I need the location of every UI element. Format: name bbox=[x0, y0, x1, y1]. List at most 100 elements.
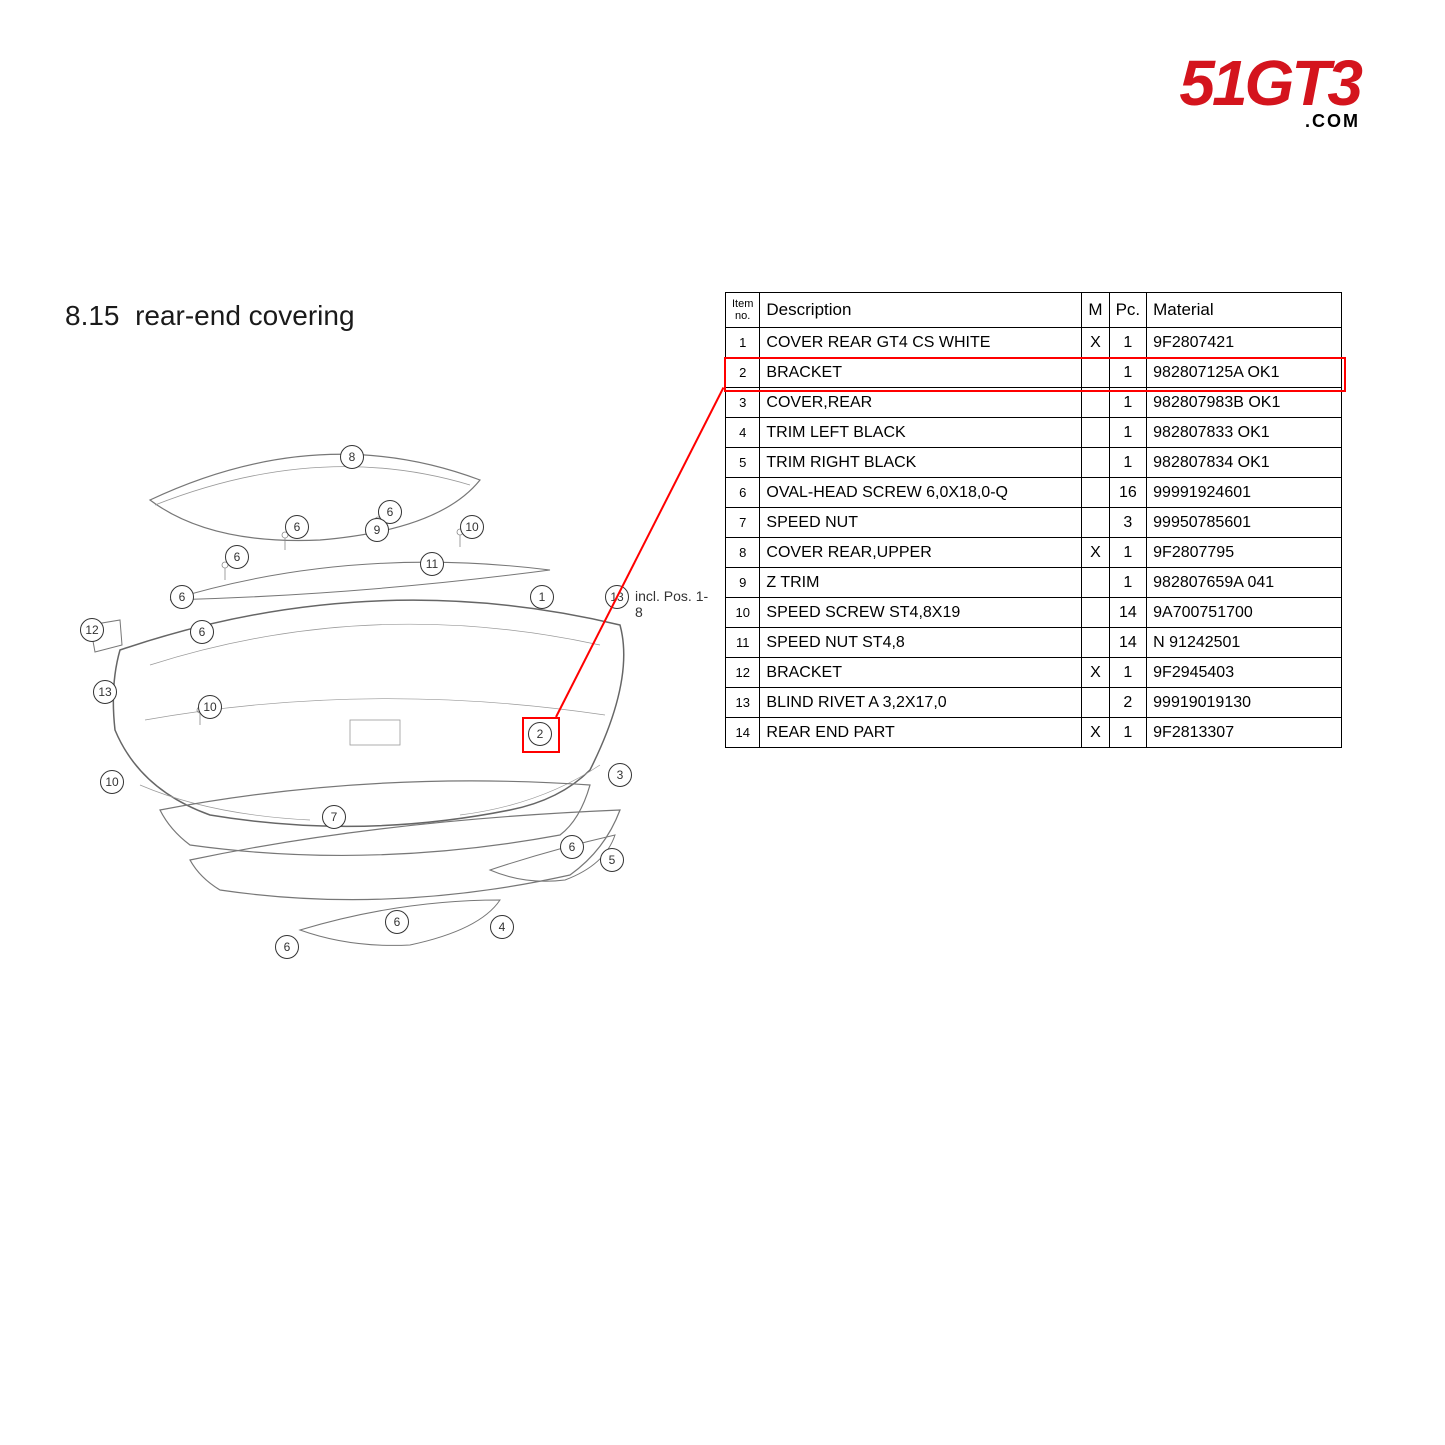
cell-pc: 2 bbox=[1109, 688, 1147, 718]
table-row: 9Z TRIM 1982807659A 041 bbox=[726, 568, 1342, 598]
cell-item: 7 bbox=[726, 508, 760, 538]
cell-item: 10 bbox=[726, 598, 760, 628]
callout-6: 6 bbox=[560, 835, 584, 859]
diagram-canvas: 123456666666678910101011121313 incl. Pos… bbox=[60, 370, 710, 990]
cell-m bbox=[1082, 388, 1109, 418]
table-row: 1COVER REAR GT4 CS WHITEX19F2807421 bbox=[726, 328, 1342, 358]
callout-6: 6 bbox=[170, 585, 194, 609]
cell-description: COVER,REAR bbox=[760, 388, 1082, 418]
cell-description: SPEED SCREW ST4,8X19 bbox=[760, 598, 1082, 628]
cell-description: REAR END PART bbox=[760, 718, 1082, 748]
cell-material: 99919019130 bbox=[1147, 688, 1342, 718]
cell-item: 2 bbox=[726, 358, 760, 388]
cell-m: X bbox=[1082, 658, 1109, 688]
cell-material: 9F2807421 bbox=[1147, 328, 1342, 358]
callout-1: 1 bbox=[530, 585, 554, 609]
callout-2: 2 bbox=[528, 722, 552, 746]
callout-13: 13 bbox=[93, 680, 117, 704]
cell-item: 3 bbox=[726, 388, 760, 418]
section-name: rear-end covering bbox=[135, 300, 354, 331]
cell-pc: 1 bbox=[1109, 658, 1147, 688]
table-row: 13BLIND RIVET A 3,2X17,0 299919019130 bbox=[726, 688, 1342, 718]
cell-item: 6 bbox=[726, 478, 760, 508]
callout-7: 7 bbox=[322, 805, 346, 829]
cell-material: 99950785601 bbox=[1147, 508, 1342, 538]
cell-m bbox=[1082, 418, 1109, 448]
cell-description: BRACKET bbox=[760, 658, 1082, 688]
cell-item: 5 bbox=[726, 448, 760, 478]
cell-m bbox=[1082, 568, 1109, 598]
cell-material: 982807659A 041 bbox=[1147, 568, 1342, 598]
callout-4: 4 bbox=[490, 915, 514, 939]
incl-pos-text: incl. Pos. 1-8 bbox=[635, 588, 710, 620]
diagram-svg bbox=[60, 370, 710, 990]
cell-pc: 1 bbox=[1109, 358, 1147, 388]
cell-material: 99991924601 bbox=[1147, 478, 1342, 508]
callout-10: 10 bbox=[460, 515, 484, 539]
cell-item: 13 bbox=[726, 688, 760, 718]
cell-description: TRIM RIGHT BLACK bbox=[760, 448, 1082, 478]
cell-description: SPEED NUT ST4,8 bbox=[760, 628, 1082, 658]
cell-m bbox=[1082, 358, 1109, 388]
header-pc: Pc. bbox=[1109, 293, 1147, 328]
cell-material: 9F2945403 bbox=[1147, 658, 1342, 688]
logo-main-text: 51GT3 bbox=[1179, 55, 1360, 113]
cell-material: N 91242501 bbox=[1147, 628, 1342, 658]
cell-pc: 3 bbox=[1109, 508, 1147, 538]
brand-logo: 51GT3 .COM bbox=[1179, 55, 1360, 132]
header-m: M bbox=[1082, 293, 1109, 328]
cell-description: BRACKET bbox=[760, 358, 1082, 388]
callout-6: 6 bbox=[275, 935, 299, 959]
cell-material: 982807125A OK1 bbox=[1147, 358, 1342, 388]
cell-item: 14 bbox=[726, 718, 760, 748]
callout-6: 6 bbox=[190, 620, 214, 644]
cell-material: 9A700751700 bbox=[1147, 598, 1342, 628]
callout-5: 5 bbox=[600, 848, 624, 872]
cell-m bbox=[1082, 598, 1109, 628]
table-row: 4TRIM LEFT BLACK1982807833 OK1 bbox=[726, 418, 1342, 448]
cell-item: 1 bbox=[726, 328, 760, 358]
callout-10: 10 bbox=[198, 695, 222, 719]
cell-m bbox=[1082, 508, 1109, 538]
cell-pc: 1 bbox=[1109, 448, 1147, 478]
callout-3: 3 bbox=[608, 763, 632, 787]
cell-pc: 1 bbox=[1109, 328, 1147, 358]
exploded-diagram: 123456666666678910101011121313 incl. Pos… bbox=[60, 370, 710, 990]
header-item: Item no. bbox=[726, 293, 760, 328]
cell-pc: 1 bbox=[1109, 538, 1147, 568]
callout-10: 10 bbox=[100, 770, 124, 794]
table-row: 7SPEED NUT399950785601 bbox=[726, 508, 1342, 538]
callout-6: 6 bbox=[225, 545, 249, 569]
cell-material: 982807833 OK1 bbox=[1147, 418, 1342, 448]
section-number: 8.15 bbox=[65, 300, 120, 331]
callout-6: 6 bbox=[385, 910, 409, 934]
table-row: 3COVER,REAR1982807983B OK1 bbox=[726, 388, 1342, 418]
cell-description: Z TRIM bbox=[760, 568, 1082, 598]
cell-description: BLIND RIVET A 3,2X17,0 bbox=[760, 688, 1082, 718]
parts-table: Item no. Description M Pc. Material 1COV… bbox=[725, 292, 1342, 748]
table-row: 2BRACKET 1982807125A OK1 bbox=[726, 358, 1342, 388]
header-description: Description bbox=[760, 293, 1082, 328]
table-row: 8COVER REAR,UPPERX19F2807795 bbox=[726, 538, 1342, 568]
callout-6: 6 bbox=[285, 515, 309, 539]
cell-m bbox=[1082, 478, 1109, 508]
cell-item: 8 bbox=[726, 538, 760, 568]
cell-description: COVER REAR GT4 CS WHITE bbox=[760, 328, 1082, 358]
cell-material: 9F2813307 bbox=[1147, 718, 1342, 748]
table-row: 5TRIM RIGHT BLACK1982807834 OK1 bbox=[726, 448, 1342, 478]
cell-item: 9 bbox=[726, 568, 760, 598]
table-body: 1COVER REAR GT4 CS WHITEX19F28074212BRAC… bbox=[726, 328, 1342, 748]
table-row: 11SPEED NUT ST4,814N 91242501 bbox=[726, 628, 1342, 658]
cell-item: 4 bbox=[726, 418, 760, 448]
cell-material: 9F2807795 bbox=[1147, 538, 1342, 568]
cell-pc: 1 bbox=[1109, 568, 1147, 598]
cell-pc: 1 bbox=[1109, 718, 1147, 748]
cell-m: X bbox=[1082, 328, 1109, 358]
cell-description: OVAL-HEAD SCREW 6,0X18,0-Q bbox=[760, 478, 1082, 508]
callout-12: 12 bbox=[80, 618, 104, 642]
table-header-row: Item no. Description M Pc. Material bbox=[726, 293, 1342, 328]
cell-material: 982807983B OK1 bbox=[1147, 388, 1342, 418]
cell-pc: 14 bbox=[1109, 628, 1147, 658]
table-row: 6OVAL-HEAD SCREW 6,0X18,0-Q1699991924601 bbox=[726, 478, 1342, 508]
callout-8: 8 bbox=[340, 445, 364, 469]
